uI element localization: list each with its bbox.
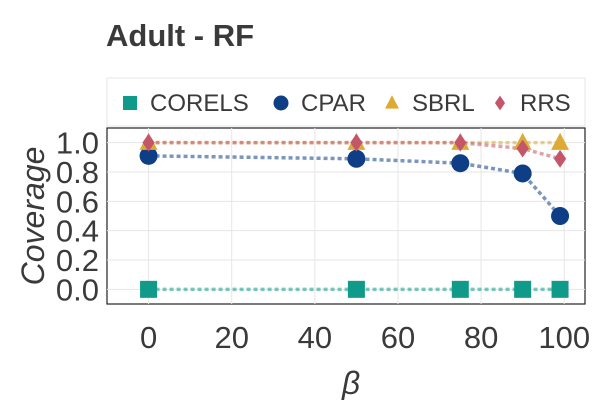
legend-item-sbrl: SBRL [385,90,475,117]
x-tick-label: 60 [381,320,415,355]
series-markers [139,132,570,298]
x-tick-label: 0 [140,320,157,355]
marker-rrs [142,133,155,152]
marker-corels [451,280,469,298]
legend-label-sbrl: SBRL [412,90,475,117]
marker-cpar [551,207,570,225]
legend-label-cpar: CPAR [301,90,366,117]
y-axis-label: Coverage [15,147,51,286]
x-tick-label: 80 [464,320,498,355]
y-axis-ticks: 0.00.20.40.60.81.0 [56,126,99,308]
y-tick-label: 0.4 [56,214,99,249]
marker-rrs [350,133,363,152]
y-tick-label: 1.0 [56,126,99,161]
legend-label-rrs: RRS [520,90,571,117]
legend-item-rrs: RRS [494,90,571,117]
plot-background [106,127,586,305]
y-tick-label: 0.8 [56,155,99,190]
marker-rrs [553,149,567,168]
marker-cpar [451,154,470,173]
marker-cpar [139,146,158,165]
y-tick-label: 0.2 [56,243,99,278]
marker-rrs [516,139,529,158]
x-tick-label: 100 [538,320,590,355]
legend: CORELS CPAR SBRL RRS [106,77,586,127]
marker-cpar [513,164,532,183]
y-tick-label: 0.0 [56,272,99,307]
marker-sbrl [551,132,570,150]
legend-marker-cpar [273,95,289,111]
marker-corels [514,280,532,298]
x-tick-label: 20 [214,320,248,355]
x-axis-label: β [341,365,360,400]
marker-cpar [347,149,366,168]
marker-corels [551,280,569,298]
legend-marker-rrs [494,95,506,111]
legend-label-corels: CORELS [150,90,249,117]
legend-item-cpar: CPAR [273,90,366,117]
chart-title: Adult - RF [106,18,254,53]
legend-marker-sbrl [385,95,399,109]
legend-marker-corels [123,96,137,110]
legend-item-corels: CORELS [123,90,249,117]
marker-corels [347,280,365,298]
plot-area [106,127,586,305]
marker-corels [140,280,158,298]
x-axis-ticks: 0 20 40 60 80 100 [140,320,590,355]
legend-box [106,77,586,127]
y-tick-label: 0.6 [56,184,99,219]
x-tick-label: 40 [298,320,332,355]
marker-rrs [454,133,467,152]
